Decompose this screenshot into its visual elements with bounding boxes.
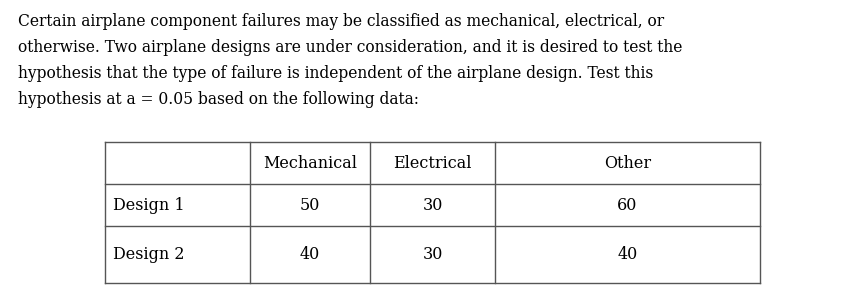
Text: 30: 30 <box>422 246 442 263</box>
Text: 30: 30 <box>422 196 442 213</box>
Text: Certain airplane component failures may be classified as mechanical, electrical,: Certain airplane component failures may … <box>18 13 663 30</box>
Text: Design 1: Design 1 <box>113 196 184 213</box>
Text: otherwise. Two airplane designs are under consideration, and it is desired to te: otherwise. Two airplane designs are unde… <box>18 39 682 56</box>
Text: Design 2: Design 2 <box>113 246 184 263</box>
Text: hypothesis at a = 0.05 based on the following data:: hypothesis at a = 0.05 based on the foll… <box>18 91 419 108</box>
Text: 50: 50 <box>300 196 320 213</box>
Text: 40: 40 <box>617 246 637 263</box>
Text: hypothesis that the type of failure is independent of the airplane design. Test : hypothesis that the type of failure is i… <box>18 65 652 82</box>
Text: 40: 40 <box>300 246 320 263</box>
Text: 60: 60 <box>617 196 637 213</box>
Text: Electrical: Electrical <box>392 154 471 171</box>
Text: Other: Other <box>603 154 650 171</box>
Text: Mechanical: Mechanical <box>262 154 356 171</box>
